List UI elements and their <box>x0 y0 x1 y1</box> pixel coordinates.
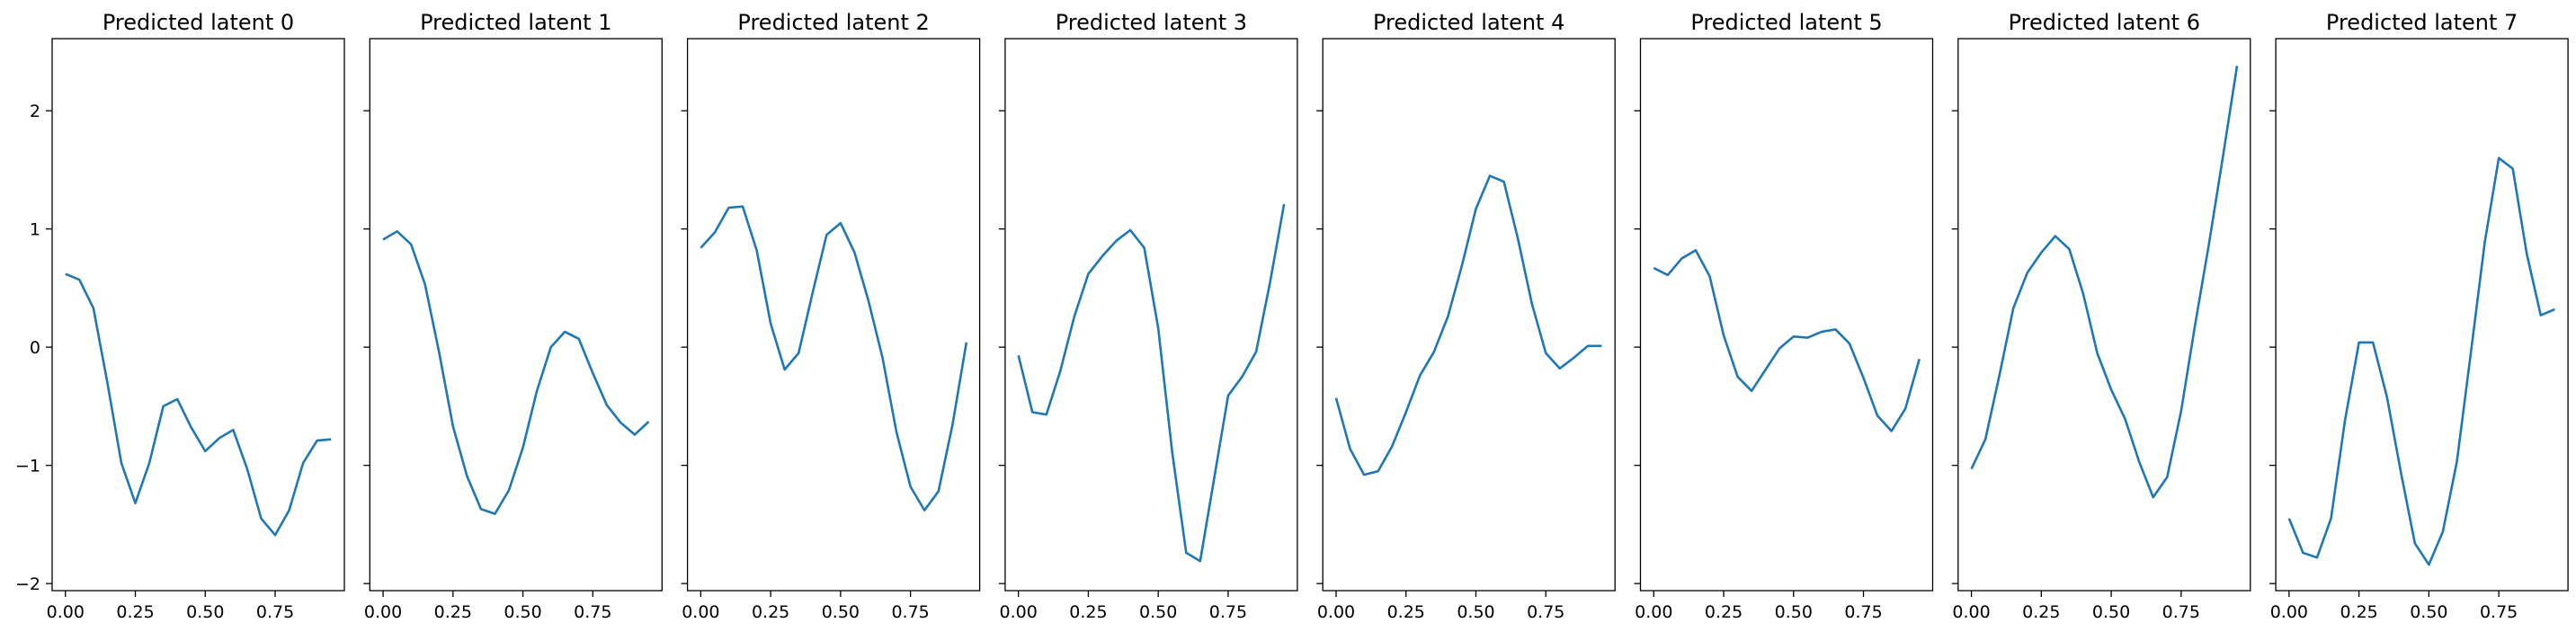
subplot-title: Predicted latent 2 <box>737 10 929 35</box>
x-tick-label: 0.25 <box>2340 602 2377 622</box>
subplot-6: Predicted latent 6 0.00 0.25 0.50 0.75 <box>1951 10 2251 622</box>
series-line <box>2287 156 2555 566</box>
y-tick-label: −2 <box>15 574 40 594</box>
subplot-2: Predicted latent 2 0.00 0.25 0.50 0.75 <box>681 10 981 622</box>
x-tick-label: 0.75 <box>574 602 611 622</box>
x-tick-label: 0.75 <box>1209 602 1247 622</box>
x-tick-label: 0.00 <box>682 602 719 622</box>
x-tick-label: 0.50 <box>1139 602 1177 622</box>
axes-frame <box>2275 38 2569 592</box>
series-line <box>1017 203 1286 563</box>
x-tick-label: 0.25 <box>1069 602 1107 622</box>
y-tick-label: 0 <box>30 338 40 358</box>
x-tick-label: 0.25 <box>1705 602 1743 622</box>
x-tick-label: 0.75 <box>2162 602 2200 622</box>
subplot-title: Predicted latent 1 <box>420 10 611 35</box>
subplot-1: Predicted latent 1 0.00 0.25 0.50 0.75 <box>363 10 663 622</box>
x-tick-label: 0.00 <box>1952 602 1990 622</box>
x-tick-label: 0.00 <box>364 602 402 622</box>
x-tick-label: 0.00 <box>2270 602 2308 622</box>
x-tick-label: 0.50 <box>1457 602 1494 622</box>
x-tick-label: 0.50 <box>2410 602 2447 622</box>
x-tick-label: 0.25 <box>752 602 789 622</box>
subplot-title: Predicted latent 4 <box>1373 10 1564 35</box>
x-tick-label: 0.50 <box>822 602 860 622</box>
axes-frame <box>1004 38 1298 592</box>
series-line <box>65 272 332 537</box>
x-tick-label: 0.25 <box>2022 602 2060 622</box>
x-tick-label: 0.75 <box>2480 602 2518 622</box>
subplot-title: Predicted latent 3 <box>1056 10 1247 35</box>
x-tick-label: 0.75 <box>1527 602 1564 622</box>
axes-frame <box>51 38 345 592</box>
x-tick-label: 0.50 <box>2092 602 2130 622</box>
x-tick-label: 0.00 <box>1635 602 1672 622</box>
series-line <box>382 230 650 515</box>
x-tick-label: 0.00 <box>1317 602 1355 622</box>
axes-frame <box>369 38 663 592</box>
x-tick-label: 0.25 <box>1387 602 1425 622</box>
subplot-title: Predicted latent 5 <box>1690 10 1882 35</box>
x-tick-label: 0.00 <box>1000 602 1038 622</box>
x-tick-label: 0.50 <box>1775 602 1813 622</box>
x-tick-label: 0.00 <box>47 602 85 622</box>
y-tick-label: 1 <box>30 220 40 240</box>
x-tick-label: 0.50 <box>186 602 224 622</box>
subplot-3: Predicted latent 3 0.00 0.25 0.50 0.75 <box>998 10 1298 622</box>
series-line <box>1970 66 2239 499</box>
subplot-0: Predicted latent 0 0.00 0.25 0.50 0.75 −2 −1 0 1… <box>15 10 345 622</box>
y-tick-label: 2 <box>30 102 40 121</box>
x-tick-label: 0.75 <box>891 602 929 622</box>
x-tick-label: 0.25 <box>116 602 154 622</box>
series-line <box>700 205 968 512</box>
axes-frame <box>686 38 981 592</box>
series-line <box>1653 249 1921 432</box>
axes-frame <box>1957 38 2251 592</box>
x-tick-label: 0.75 <box>256 602 294 622</box>
subplot-title: Predicted latent 6 <box>2009 10 2200 35</box>
subplot-4: Predicted latent 4 0.00 0.25 0.50 0.75 <box>1316 10 1616 622</box>
x-tick-label: 0.25 <box>434 602 472 622</box>
subplot-5: Predicted latent 5 0.00 0.25 0.50 0.75 <box>1634 10 1934 622</box>
subplot-7: Predicted latent 7 0.00 0.25 0.50 0.75 <box>2269 10 2569 622</box>
subplot-title: Predicted latent 0 <box>103 10 294 35</box>
x-tick-label: 0.50 <box>504 602 541 622</box>
y-tick-label: −1 <box>15 457 40 476</box>
subplot-title: Predicted latent 7 <box>2326 10 2518 35</box>
axes-frame <box>1639 38 1934 592</box>
x-tick-label: 0.75 <box>1844 602 1882 622</box>
axes-frame <box>1322 38 1616 592</box>
series-line <box>1334 174 1602 476</box>
